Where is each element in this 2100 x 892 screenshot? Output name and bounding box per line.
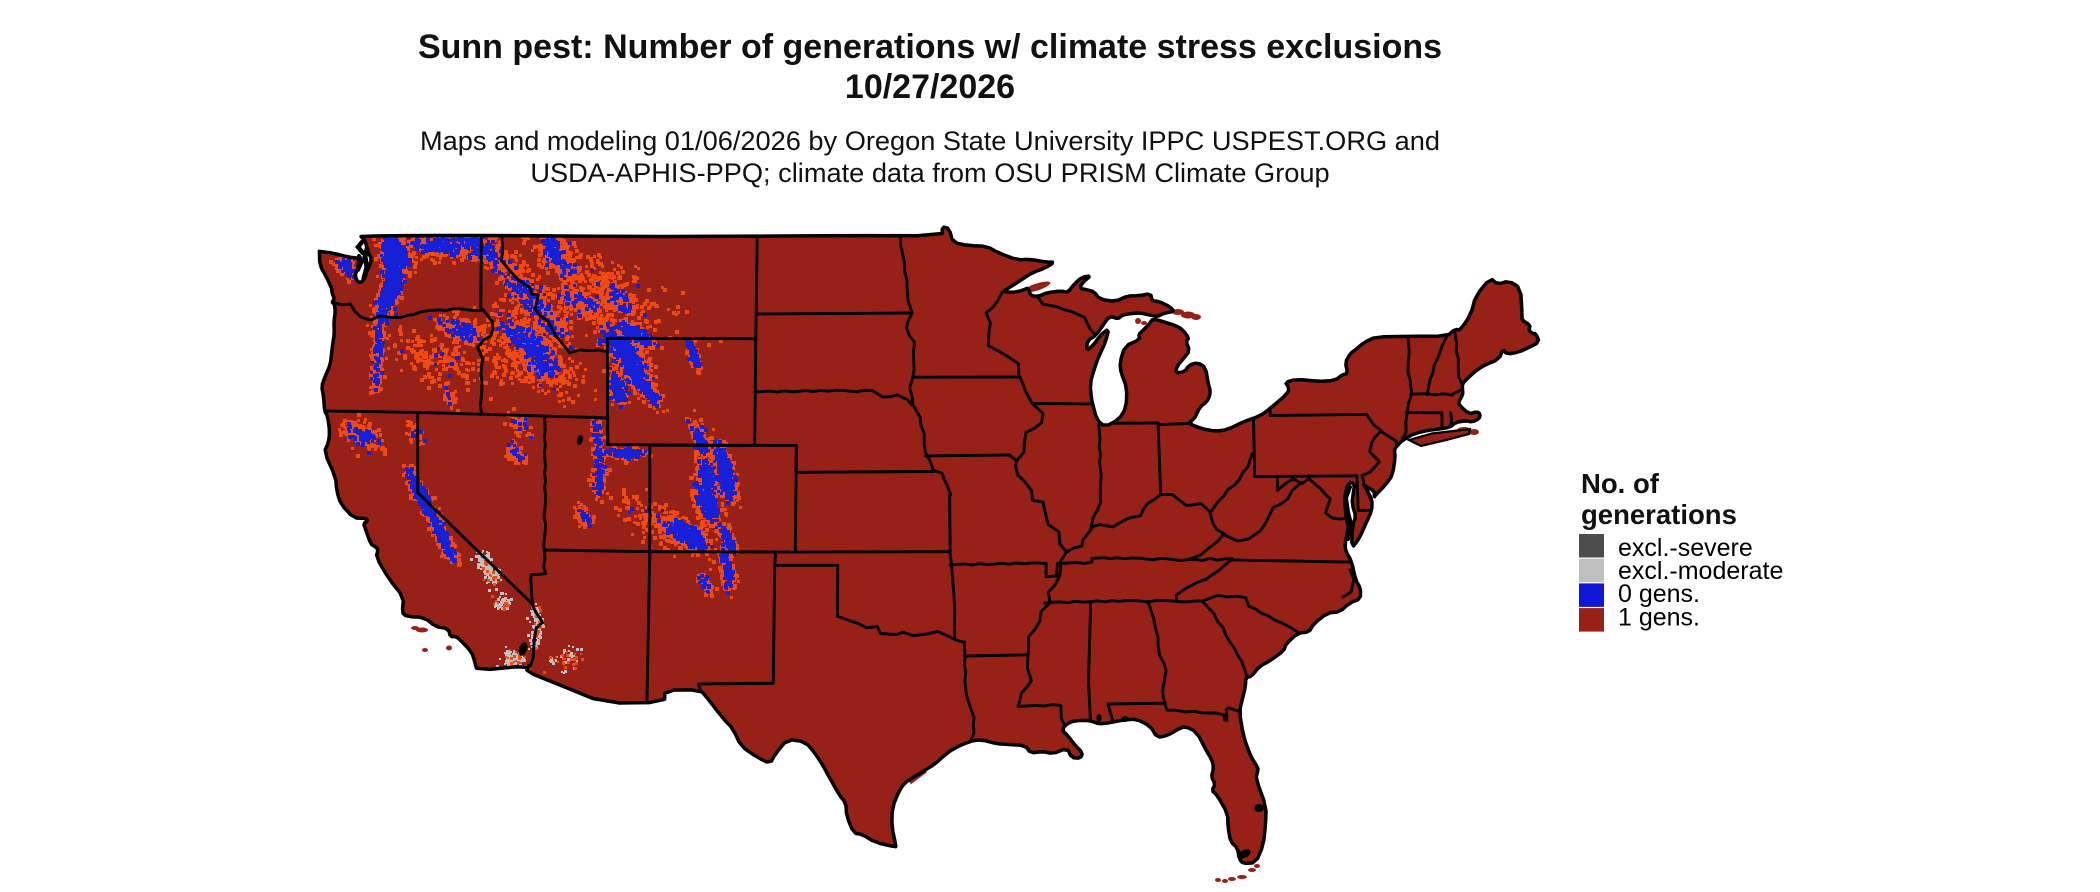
svg-text:10/27/2026: 10/27/2026 <box>845 68 1015 106</box>
svg-text:excl.-moderate: excl.-moderate <box>1618 557 1783 585</box>
svg-text:generations: generations <box>1581 499 1737 530</box>
svg-text:USDA-APHIS-PPQ; climate data f: USDA-APHIS-PPQ; climate data from OSU PR… <box>530 157 1329 188</box>
svg-text:No. of: No. of <box>1581 468 1660 499</box>
svg-text:0 gens.: 0 gens. <box>1618 580 1700 608</box>
svg-text:excl.-severe: excl.-severe <box>1618 534 1753 562</box>
svg-text:1 gens.: 1 gens. <box>1618 604 1700 632</box>
svg-text:Maps and modeling 01/06/2026 b: Maps and modeling 01/06/2026 by Oregon S… <box>420 125 1440 156</box>
svg-text:Sunn pest: Number of generatio: Sunn pest: Number of generations w/ clim… <box>418 28 1442 66</box>
